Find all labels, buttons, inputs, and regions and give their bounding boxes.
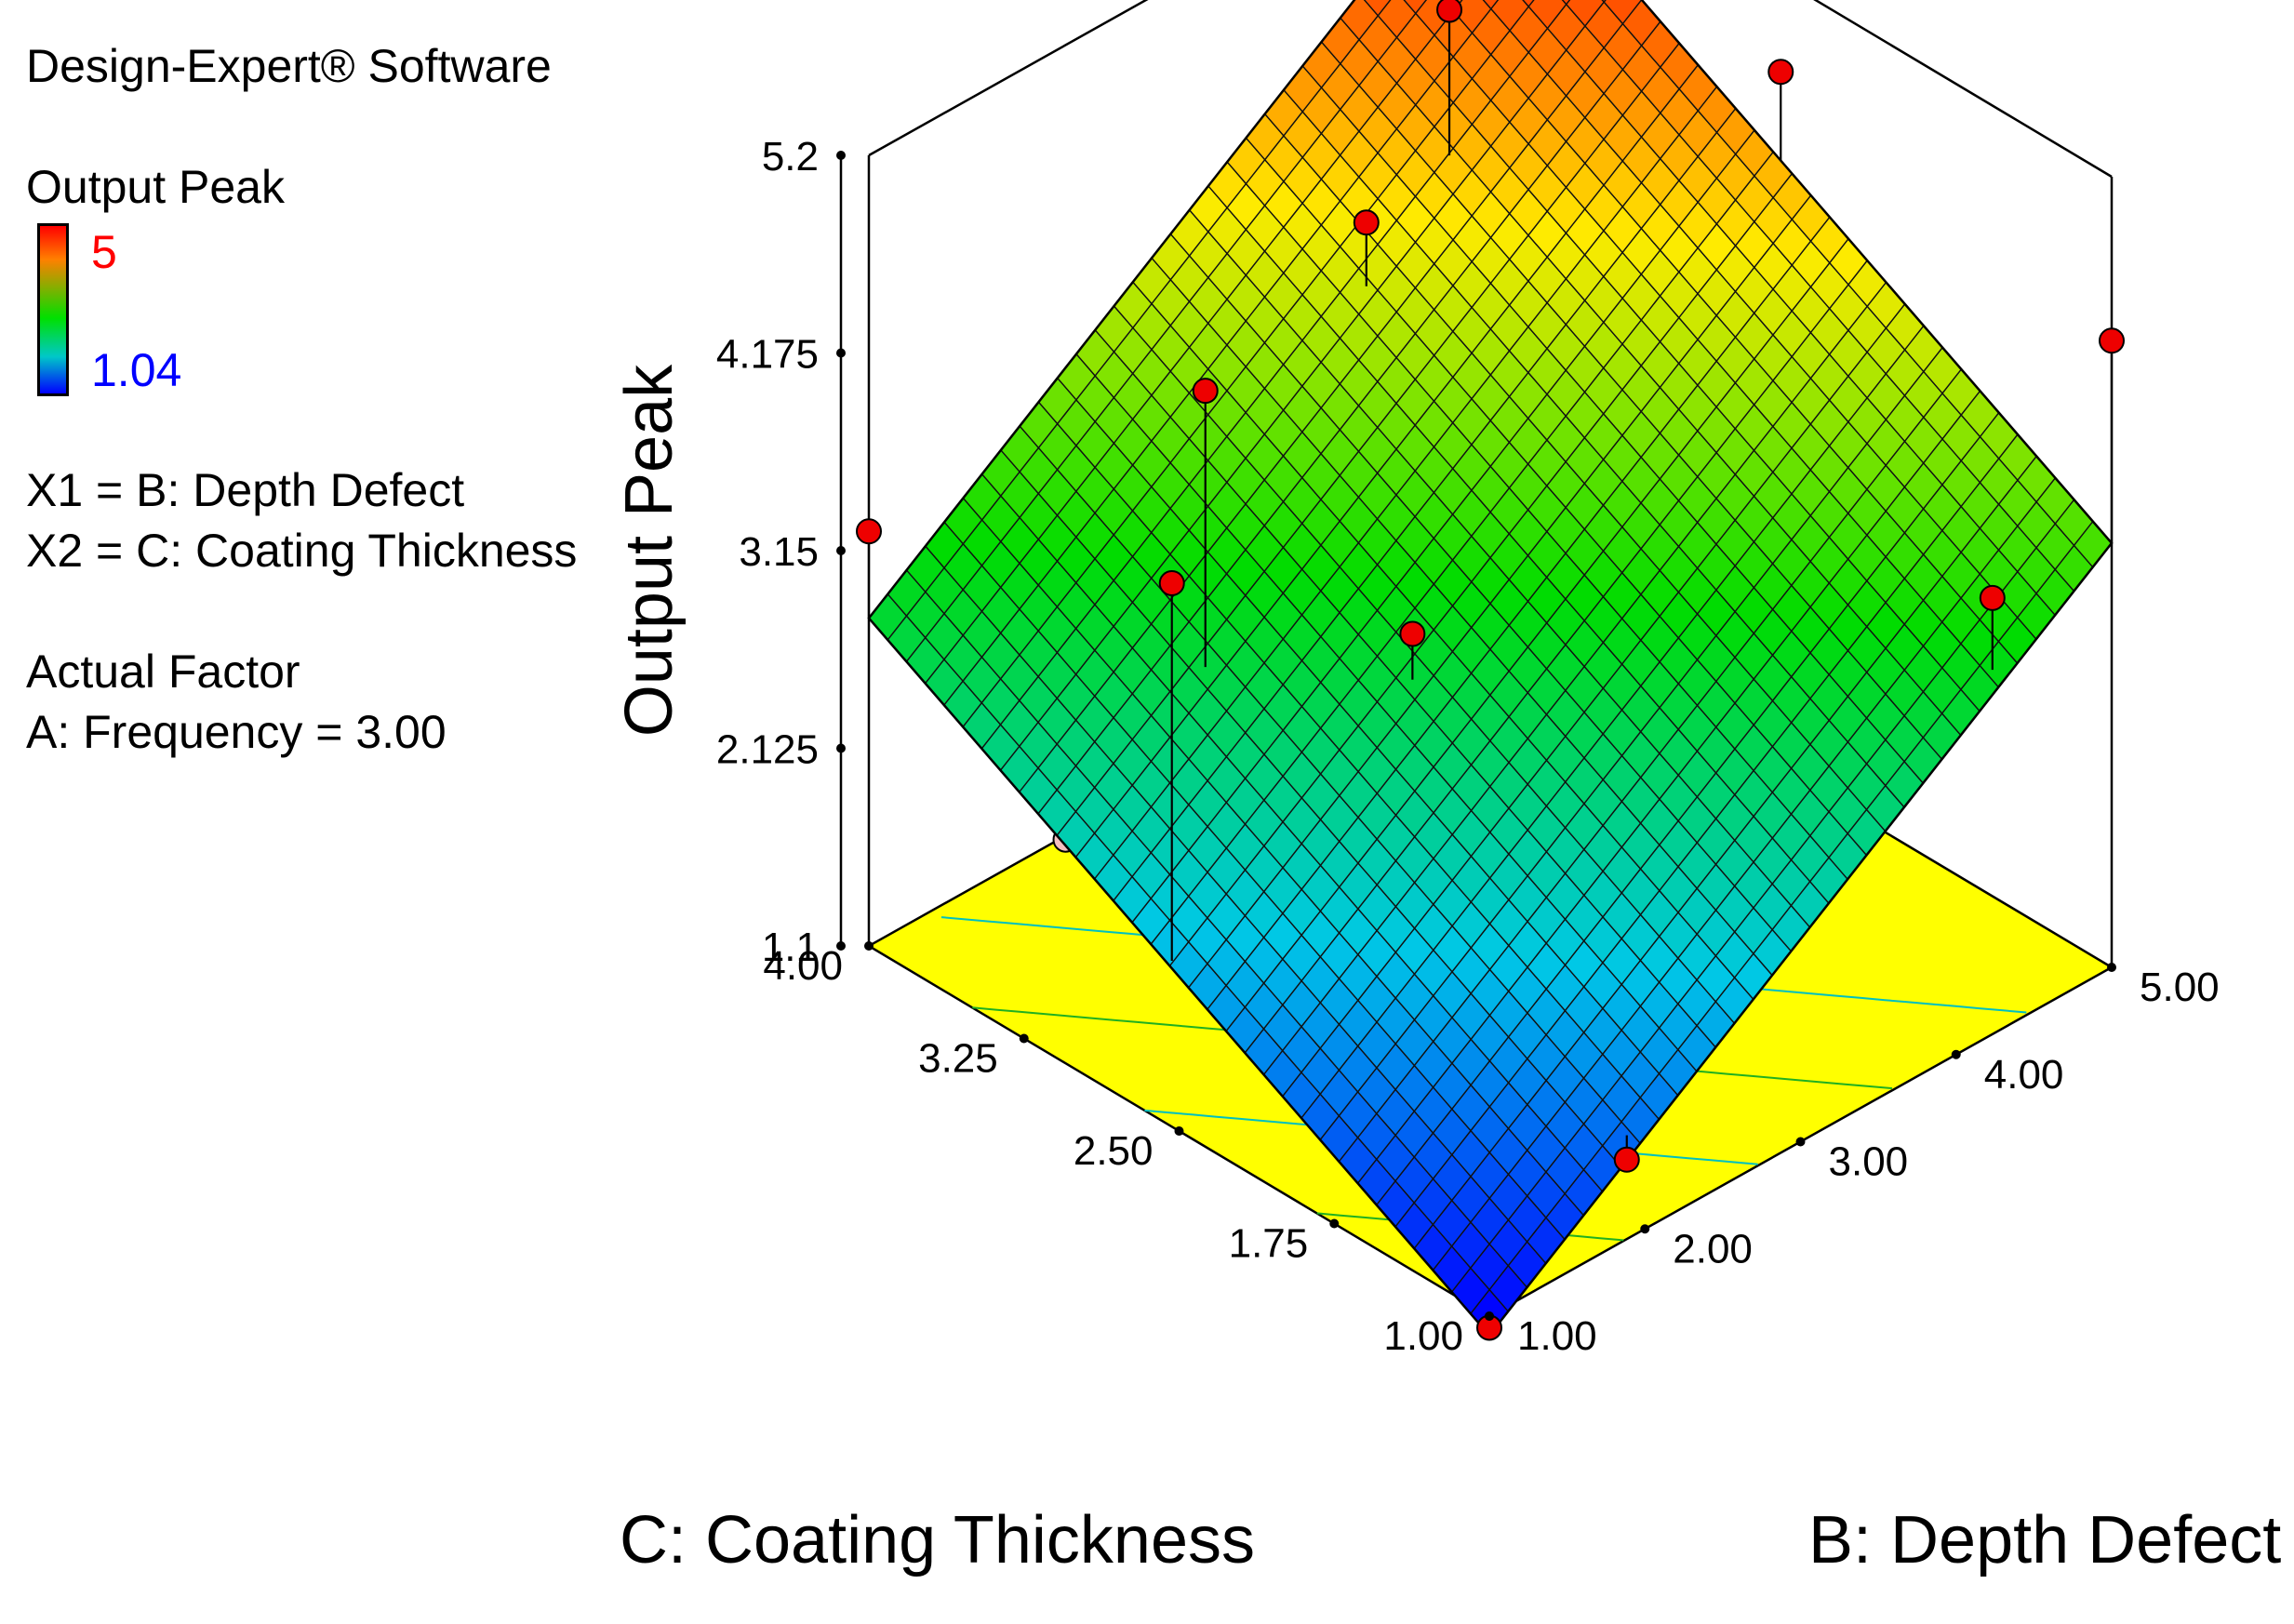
points-above-surface: [856, 0, 2125, 1341]
design-point-above-8: [1353, 209, 1380, 236]
z-tick-mark-3: [836, 743, 846, 753]
z-tick-label-3: 2.125: [716, 727, 819, 773]
y-tick-mark-0: [1485, 1311, 1494, 1321]
design-point-above-11: [1613, 1146, 1640, 1173]
surface-cell: [1527, 0, 1567, 30]
axis-ticks: 5.2 4.175 3.15 2.125 1.1 1.00 2.00 3.00 4.00 5.00…: [716, 134, 2220, 1359]
y-tick-label-0: 1.00: [1383, 1313, 1463, 1359]
x-tick-label-2: 3.00: [1829, 1139, 1909, 1185]
box-top-edge: [868, 0, 2113, 179]
x-axis-title: B: Depth Defect: [1808, 1503, 2281, 1577]
x-tick-mark-3: [1951, 1049, 1961, 1059]
design-point-above-6: [1436, 0, 1463, 23]
z-tick-mark-2: [836, 546, 846, 555]
z-tick-label-4: 1.1: [762, 925, 819, 970]
surface-cell: [1522, 0, 1535, 8]
x2-definition: X2 = C: Coating Thickness: [26, 525, 578, 577]
response-surface: [867, 0, 2114, 1338]
z-tick-label-1: 4.175: [716, 332, 819, 378]
x-tick-label-3: 4.00: [1984, 1052, 2064, 1098]
x-tick-mark-2: [1795, 1137, 1806, 1147]
z-tick-mark-4: [836, 941, 846, 951]
x-tick-label-0: 1.00: [1517, 1313, 1597, 1359]
x-tick-mark-4: [2107, 963, 2116, 972]
design-point-above-7: [1767, 59, 1794, 86]
z-axis-title: Output Peak: [612, 364, 687, 737]
actual-factor-value: A: Frequency = 3.00: [26, 706, 447, 758]
surface-cell: [1603, 0, 1643, 25]
design-point-above-5: [1192, 378, 1219, 405]
x-tick-mark-1: [1640, 1224, 1650, 1234]
x-tick-label-1: 2.00: [1673, 1226, 1753, 1271]
surface-cell: [1403, 0, 1427, 15]
design-point-above-1: [856, 518, 882, 545]
surface-cell: [1561, 0, 1571, 6]
z-tick-mark-1: [836, 348, 846, 358]
color-max-value: 5: [91, 226, 117, 278]
surface-cell: [1482, 0, 1500, 10]
surface-cell: [1489, 0, 1530, 32]
design-point-above-4: [1158, 570, 1185, 597]
response-title: Output Peak: [26, 161, 285, 213]
surface-outline: [867, 0, 2114, 1338]
x1-definition: X1 = B: Depth Defect: [26, 464, 465, 516]
y-tick-mark-2: [1174, 1126, 1184, 1136]
color-min-value: 1.04: [91, 344, 182, 396]
design-point-above-10: [1979, 584, 2006, 611]
y-tick-mark-4: [864, 941, 874, 951]
y-tick-label-1: 1.75: [1229, 1221, 1309, 1267]
color-scale-bar: [37, 223, 69, 396]
x-tick-label-4: 5.00: [2140, 965, 2220, 1010]
design-point-above-3: [2099, 327, 2125, 354]
y-tick-mark-3: [1019, 1033, 1029, 1044]
software-label: Design-Expert® Software: [26, 40, 552, 92]
actual-factor-title: Actual Factor: [26, 646, 300, 698]
design-point-above-9: [1399, 620, 1426, 647]
surface-cell: [1377, 0, 1417, 39]
y-tick-label-3: 3.25: [918, 1036, 998, 1082]
surface-cell: [1601, 0, 1607, 4]
surface-cell: [1452, 0, 1492, 34]
z-tick-label-2: 3.15: [739, 529, 819, 575]
y-tick-label-2: 2.50: [1074, 1128, 1154, 1174]
z-tick-label-0: 5.2: [762, 134, 819, 180]
z-tick-mark-0: [836, 151, 846, 160]
y-axis-title: C: Coating Thickness: [620, 1503, 1255, 1577]
y-tick-label-4: 4.00: [763, 943, 843, 989]
surface-cell: [1565, 0, 1606, 27]
surface-cell: [1363, 0, 1392, 17]
surface-cell: [1339, 0, 1380, 41]
y-tick-mark-1: [1329, 1218, 1340, 1229]
